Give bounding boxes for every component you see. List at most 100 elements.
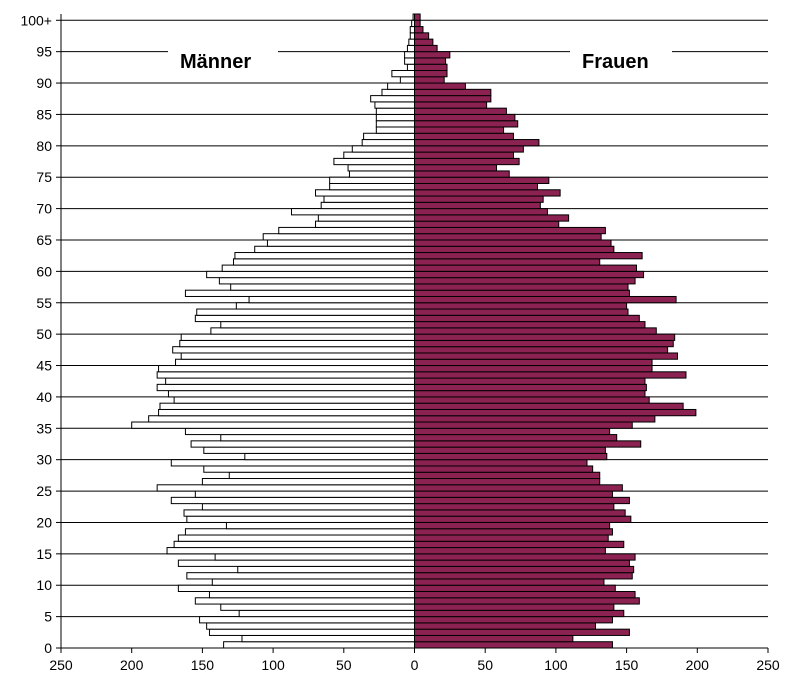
female-bar-age-48 <box>414 339 674 348</box>
female-bar-age-72 <box>414 189 561 197</box>
female-bar-age-92 <box>414 63 448 71</box>
female-bar-age-41 <box>414 383 647 392</box>
male-bar-age-24 <box>194 490 415 498</box>
female-bar-age-59 <box>414 270 645 279</box>
female-bar-age-45 <box>414 358 653 367</box>
male-bar-age-28 <box>203 465 415 473</box>
female-bar-age-51 <box>414 321 646 329</box>
female-bar-age-49 <box>414 333 676 341</box>
male-bar-age-7 <box>194 597 415 605</box>
female-bar-age-94 <box>414 51 451 59</box>
female-bar-age-37 <box>414 408 697 417</box>
male-bar-age-43 <box>156 371 415 379</box>
female-bar-age-54 <box>414 302 628 310</box>
female-bar-age-96 <box>414 38 434 46</box>
female-bar-age-71 <box>414 195 544 203</box>
male-bar-age-13 <box>177 559 415 567</box>
female-bar-age-28 <box>414 465 594 473</box>
female-bar-age-10 <box>414 578 605 586</box>
male-bar-age-8 <box>208 591 415 599</box>
male-bar-age-14 <box>214 553 415 561</box>
female-bar-age-87 <box>414 95 492 103</box>
female-bar-age-91 <box>414 69 448 78</box>
male-bar-age-38 <box>159 402 415 410</box>
male-bar-age-73 <box>329 182 415 191</box>
female-bar-age-64 <box>414 239 612 247</box>
left-series-label: Männer <box>180 51 251 73</box>
female-bar-age-75 <box>414 170 510 178</box>
y-tick-label-50: 50 <box>36 326 52 342</box>
female-bar-age-26 <box>414 478 601 486</box>
male-bar-age-91 <box>391 69 416 78</box>
male-bar-age-60 <box>221 264 415 272</box>
male-bar-age-31 <box>203 446 415 454</box>
male-bar-age-55 <box>248 295 415 304</box>
female-bar-age-12 <box>414 565 635 574</box>
female-bar-age-77 <box>414 157 520 166</box>
female-bar-age-18 <box>414 528 613 536</box>
male-bar-age-20 <box>186 515 415 523</box>
male-bar-age-37 <box>158 408 415 417</box>
male-bar-age-78 <box>343 151 415 159</box>
male-bar-age-53 <box>196 308 415 316</box>
male-bar-age-11 <box>186 572 415 580</box>
female-bar-age-6 <box>414 603 615 611</box>
male-bar-age-84 <box>375 113 415 122</box>
x-tick-label-9: 200 <box>686 657 710 673</box>
female-bar-age-38 <box>414 402 684 410</box>
male-bar-age-75 <box>348 170 415 178</box>
male-bar-age-61 <box>233 258 415 266</box>
male-bar-age-25 <box>156 484 415 492</box>
male-bar-age-29 <box>170 459 415 467</box>
male-bar-age-86 <box>374 101 415 109</box>
male-bar-age-85 <box>375 107 415 115</box>
female-bar-age-24 <box>414 490 613 498</box>
male-bar-age-98 <box>409 26 415 34</box>
male-bar-age-26 <box>201 478 415 486</box>
y-tick-label-60: 60 <box>36 263 52 279</box>
y-tick-label-75: 75 <box>36 169 52 185</box>
male-bar-age-23 <box>170 496 415 505</box>
female-bar-age-23 <box>414 496 630 505</box>
female-bar-age-61 <box>414 258 601 266</box>
male-bar-age-12 <box>237 565 415 574</box>
female-bar-age-100 <box>414 13 421 21</box>
male-bar-age-94 <box>404 51 415 59</box>
male-bar-age-32 <box>190 440 415 448</box>
x-axis-ticks: 250 200 150 100 50 0 50 100 150 200 250 <box>49 648 780 673</box>
y-tick-label-45: 45 <box>36 358 52 374</box>
male-bar-age-0 <box>223 641 415 649</box>
x-tick-label-0: 250 <box>49 657 73 673</box>
y-tick-label-70: 70 <box>36 201 52 217</box>
y-tick-label-20: 20 <box>36 514 52 530</box>
female-bar-age-63 <box>414 245 615 254</box>
female-bar-age-67 <box>414 220 560 228</box>
y-tick-label-65: 65 <box>36 232 52 248</box>
female-bar-age-22 <box>414 503 615 511</box>
male-bar-age-27 <box>228 471 415 480</box>
male-bar-age-18 <box>184 528 415 536</box>
x-tick-label-10: 250 <box>756 657 780 673</box>
male-bar-age-76 <box>347 164 415 172</box>
male-bar-age-16 <box>173 540 415 549</box>
y-tick-label-90: 90 <box>36 75 52 91</box>
x-tick-label-8: 150 <box>615 657 639 673</box>
legend-box-left <box>168 45 278 75</box>
male-bar-age-58 <box>218 277 415 285</box>
female-bar-age-11 <box>414 572 633 580</box>
male-bar-age-82 <box>375 126 415 134</box>
female-bar-age-90 <box>414 76 445 84</box>
female-bar-age-76 <box>414 164 498 172</box>
female-bar-age-4 <box>414 616 613 624</box>
male-bar-age-97 <box>409 32 415 40</box>
female-bar-age-7 <box>414 597 640 605</box>
female-bar-age-57 <box>414 283 629 291</box>
male-bar-age-22 <box>201 503 415 511</box>
y-tick-label-55: 55 <box>36 295 52 311</box>
male-bar-age-48 <box>179 339 415 348</box>
male-bar-age-44 <box>158 365 415 373</box>
female-bar-age-17 <box>414 534 609 542</box>
y-tick-label-5: 5 <box>44 609 52 625</box>
y-tick-label-100+: 100+ <box>20 12 52 28</box>
